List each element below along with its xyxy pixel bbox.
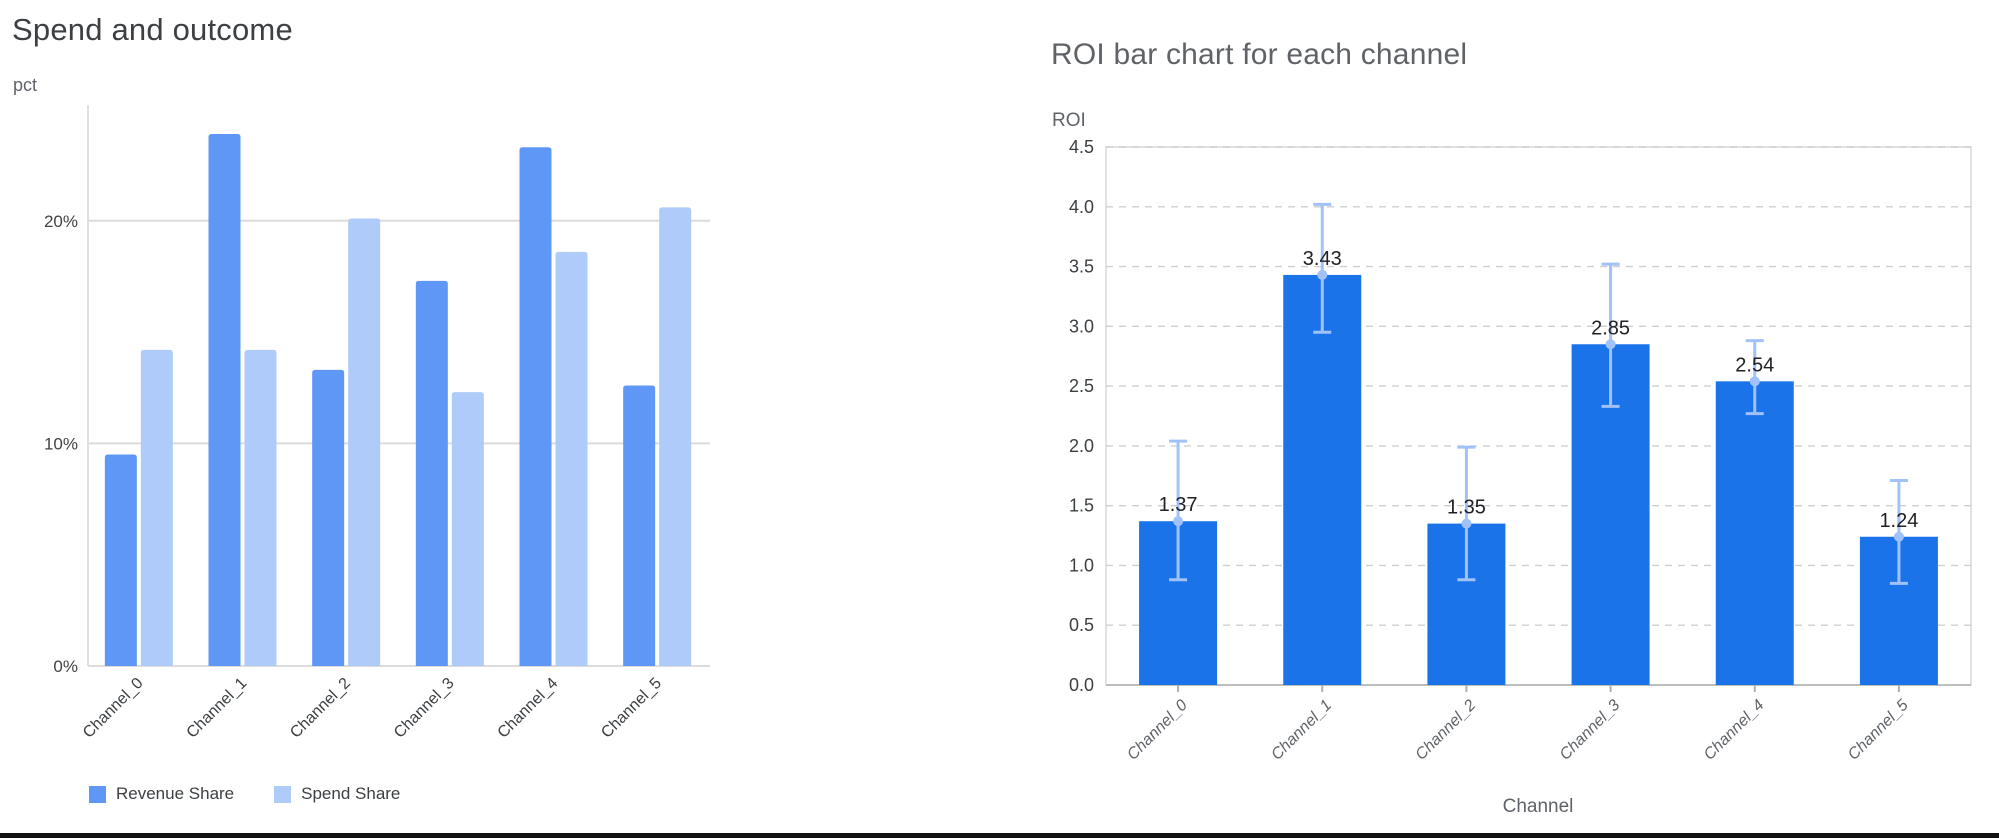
bar-spend-share-Channel_2[interactable] (348, 218, 381, 667)
bar-spend-share-Channel_0[interactable] (140, 349, 173, 666)
bar-revenue-share-Channel_2[interactable] (312, 369, 345, 666)
bottom-window-border (0, 833, 1999, 838)
bar-revenue-share-Channel_0[interactable] (104, 454, 137, 666)
y-tick-label: 0% (53, 657, 78, 676)
bar-roi-Channel_2[interactable] (1427, 523, 1506, 685)
value-label: 1.37 (1159, 494, 1198, 516)
right-chart-x-axis-title: Channel (1502, 796, 1574, 817)
x-tick-label: Channel_0 (80, 675, 147, 742)
error-bar-marker (1317, 269, 1328, 280)
x-tick-label: Channel_1 (1268, 697, 1335, 764)
plot-border (1105, 146, 1972, 686)
bar-revenue-share-Channel_4[interactable] (519, 147, 552, 667)
right-chart-title: ROI bar chart for each channel (1051, 38, 1468, 71)
legend-item-spend-share: Spend Share (274, 784, 400, 804)
legend-swatch-revenue-share (89, 785, 106, 803)
y-tick-label: 0.0 (1069, 675, 1094, 695)
bar-revenue-share-Channel_5[interactable] (623, 385, 656, 667)
y-tick-label: 20% (44, 212, 78, 231)
y-tick-label: 10% (44, 434, 78, 453)
y-tick-label: 4.0 (1069, 197, 1094, 217)
legend-item-revenue-share: Revenue Share (89, 784, 234, 804)
y-tick-label: 3.0 (1069, 316, 1094, 336)
error-bar-marker (1749, 376, 1760, 387)
x-tick-label: Channel_4 (495, 675, 562, 742)
right-chart-y-axis-title: ROI (1052, 110, 1086, 131)
bar-spend-share-Channel_1[interactable] (244, 349, 277, 666)
value-label: 2.85 (1591, 317, 1630, 339)
error-bar-marker (1605, 339, 1616, 350)
value-label: 1.24 (1879, 510, 1918, 532)
x-tick-label: Channel_0 (1124, 697, 1191, 764)
error-bar-marker (1893, 531, 1904, 542)
bar-spend-share-Channel_5[interactable] (659, 207, 692, 666)
x-tick-label: Channel_3 (391, 675, 458, 742)
value-label: 2.54 (1735, 354, 1774, 376)
x-tick-label: Channel_1 (184, 675, 251, 742)
left-chart-legend: Revenue Share Spend Share (89, 784, 400, 804)
x-tick-label: Channel_3 (1557, 697, 1624, 764)
bar-roi-Channel_4[interactable] (1715, 381, 1794, 685)
bar-revenue-share-Channel_1[interactable] (208, 133, 241, 666)
bar-roi-Channel_5[interactable] (1859, 536, 1938, 685)
legend-label-spend-share: Spend Share (301, 784, 401, 803)
y-tick-label: 0.5 (1069, 615, 1094, 635)
left-chart-title: Spend and outcome (12, 12, 293, 47)
x-tick-label: Channel_2 (1412, 697, 1479, 764)
legend-label-revenue-share: Revenue Share (116, 784, 235, 803)
value-label: 3.43 (1303, 248, 1342, 270)
left-chart-plot: 0% 10% 20% Channel_0 Channel_1 Channel_2 Chann… (44, 105, 710, 742)
bar-spend-share-Channel_3[interactable] (451, 392, 484, 666)
left-chart-y-axis-title: pct (13, 75, 38, 95)
bar-roi-Channel_1[interactable] (1283, 274, 1362, 685)
y-tick-label: 4.5 (1069, 137, 1094, 157)
legend-swatch-spend-share (274, 785, 292, 803)
right-chart-plot: 0.0 0.5 1.0 1.5 2.0 2.5 3.0 3.5 4.0 4.5 1.37 Channe… (1069, 137, 1972, 764)
bar-roi-Channel_0[interactable] (1139, 521, 1218, 685)
x-tick-label: Channel_4 (1701, 697, 1768, 764)
error-bar-marker (1461, 518, 1472, 529)
bar-revenue-share-Channel_3[interactable] (415, 280, 448, 666)
x-tick-label: Channel_2 (287, 675, 354, 742)
y-tick-label: 2.0 (1069, 436, 1094, 456)
x-tick-label: Channel_5 (1845, 697, 1912, 764)
error-bar-marker (1173, 516, 1184, 527)
y-tick-label: 1.0 (1069, 555, 1094, 575)
y-tick-label: 1.5 (1069, 496, 1094, 516)
x-tick-label: Channel_5 (598, 675, 665, 742)
y-tick-label: 3.5 (1069, 257, 1094, 277)
value-label: 1.35 (1447, 497, 1486, 519)
bar-roi-Channel_3[interactable] (1571, 344, 1650, 685)
bar-spend-share-Channel_4[interactable] (555, 251, 588, 666)
y-tick-label: 2.5 (1069, 376, 1094, 396)
